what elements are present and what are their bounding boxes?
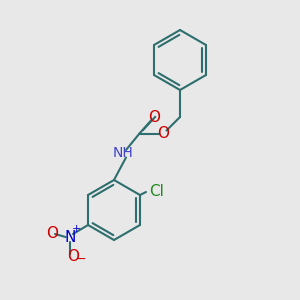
Text: NH: NH <box>112 146 134 160</box>
Text: O: O <box>148 110 160 124</box>
Text: O: O <box>158 126 169 141</box>
Text: +: + <box>71 224 81 235</box>
Text: O: O <box>46 226 58 242</box>
Text: O: O <box>67 249 79 264</box>
Text: Cl: Cl <box>149 184 164 200</box>
Text: N: N <box>64 230 76 244</box>
Text: −: − <box>75 253 86 266</box>
